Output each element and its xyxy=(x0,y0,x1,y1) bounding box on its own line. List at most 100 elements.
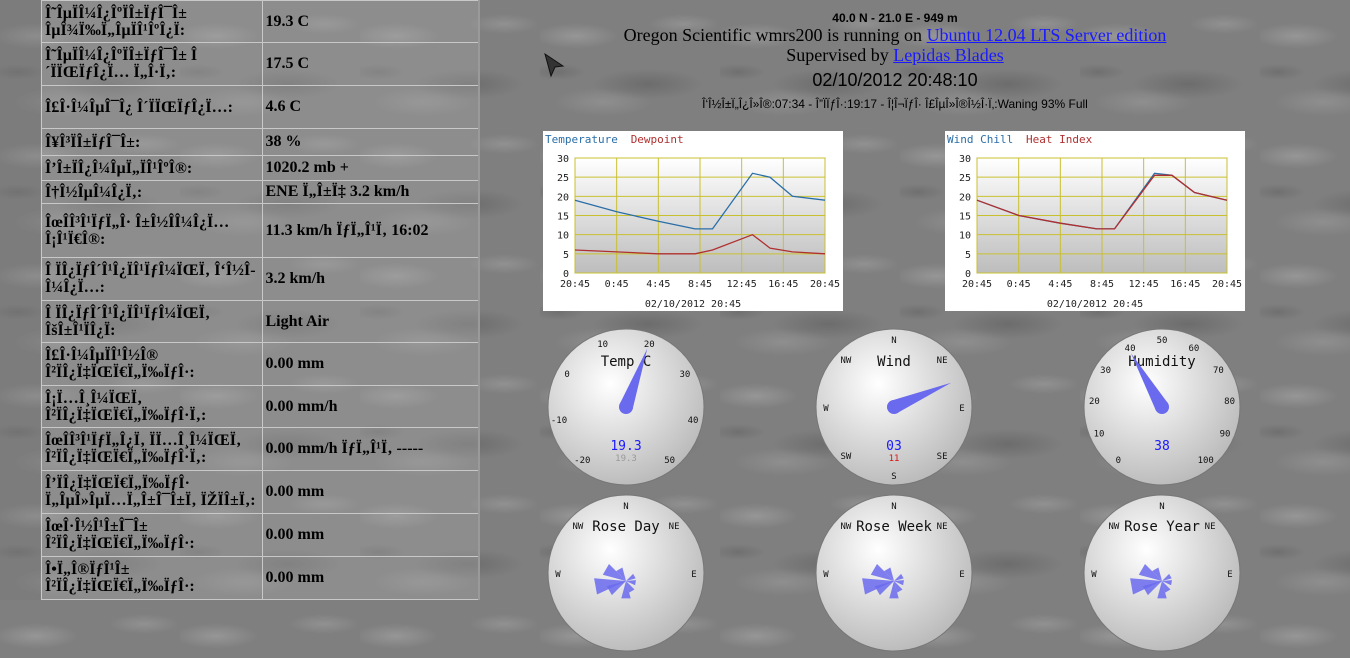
dial-tick-label: W xyxy=(555,570,561,580)
panel-edge xyxy=(478,0,480,600)
dial-tick-label: SE xyxy=(937,452,948,462)
rose-year-gauge: N NE E W NW Rose Year xyxy=(1082,493,1242,653)
x-tick-label: 0:45 xyxy=(1007,279,1031,290)
dial-needle xyxy=(891,382,952,414)
x-tick-label: 12:45 xyxy=(1129,279,1159,290)
dial-tick-label: NW xyxy=(840,522,851,532)
current-datetime: 02/10/2012 20:48:10 xyxy=(812,70,978,90)
humidity-gauge: 0 10 20 30 40 50 60 70 80 90 100 Humidity 38 xyxy=(1082,327,1242,487)
series-line xyxy=(976,174,1228,230)
dial-subvalue: 11 xyxy=(889,454,900,464)
line-chart: Wind Chill Heat Index 0 5 10 15 20 25 30 20:45 0:4… xyxy=(947,133,1242,310)
x-tick-label: 4:45 xyxy=(646,279,670,290)
sensor-panel: Î˜ÎµÏÎ¼Î¿ÎºÏÎ±ÏƒÎ¯Î± ÎµÎ¾Ï‰Ï„ÎµÏÎ¹ÎºÎ¿Ï:… xyxy=(0,0,480,600)
dial-tick-label: SW xyxy=(840,452,851,462)
os-link[interactable]: Ubuntu 12.04 LTS Server edition xyxy=(926,25,1167,45)
sensor-label: Î’Î±ÏÎ¿Î¼ÎµÏ„ÏÎ¹ÎºÎ®: xyxy=(41,155,263,181)
supervised-line: Supervised by Lepidas Blades xyxy=(480,44,1310,66)
dial-tick-label: 50 xyxy=(1157,336,1168,346)
dial-value: 19.3 xyxy=(610,439,641,454)
sensor-row: ÎœÎ­Î³Î¹ÏƒÏ„Î· Î±Î½Î­Î¼Î¿Ï… Î¡Î¹Ï€Î®: 11.… xyxy=(41,203,480,258)
dial-value: 03 xyxy=(886,439,902,454)
rose-petal xyxy=(870,564,894,581)
sensor-value: 1020.2 mb + xyxy=(261,155,480,181)
rose-petal xyxy=(874,581,894,596)
supervisor-link[interactable]: Lepidas Blades xyxy=(893,45,1004,65)
y-tick-label: 5 xyxy=(965,250,971,261)
sensor-value: 0.00 mm/h ÏƒÏ„Î¹Ï‚ ----- xyxy=(261,427,480,471)
x-tick-label: 16:45 xyxy=(1170,279,1200,290)
sensor-label: ÎœÎ·Î½Î¹Î±Î¯Î± Î²ÏÎ¿Ï‡ÏŒÏ€Ï„Ï‰ÏƒÎ·: xyxy=(41,513,263,557)
rose-petal xyxy=(1138,564,1162,581)
sensor-value: ENE Ï„Î±Ï‡ 3.2 km/h xyxy=(261,180,480,204)
dial-tick-label: 20 xyxy=(1089,397,1100,407)
dial-tick-label: 20 xyxy=(644,340,655,350)
dial-tick-label: 100 xyxy=(1198,456,1214,466)
sensor-row: Î ÏÎ¿ÏƒÎ´Î¹Î¿ÏÎ¹ÏƒÎ¼ÏŒÏ‚ Î‘Î½Î­Î¼Î¿Ï…: 3.… xyxy=(41,257,480,301)
rose-petal xyxy=(602,564,626,581)
sensor-value: 38 % xyxy=(261,128,480,156)
dial-subvalue: 19.3 xyxy=(615,454,637,464)
dial-tick-label: W xyxy=(823,404,829,414)
dial-tick-label: N xyxy=(623,502,628,512)
sensor-row: Î’Î±ÏÎ¿Î¼ÎµÏ„ÏÎ¹ÎºÎ®: 1020.2 mb + xyxy=(41,155,480,181)
dial-tick-label: S xyxy=(891,472,896,482)
sensor-label: Î†Î½ÎµÎ¼Î¿Ï‚: xyxy=(41,180,263,204)
temperature-gauge: -20 -10 0 10 20 30 40 50 Temp C 19.3 19.3 xyxy=(546,327,706,487)
series-line xyxy=(574,172,826,230)
y-tick-label: 20 xyxy=(557,192,569,203)
rose-petal xyxy=(1152,567,1162,581)
x-tick-label: 0:45 xyxy=(605,279,629,290)
dial-tick-label: -10 xyxy=(551,416,567,426)
sensor-value: 3.2 km/h xyxy=(261,257,480,301)
sensor-row: ÎœÎ·Î½Î¹Î±Î¯Î± Î²ÏÎ¿Ï‡ÏŒÏ€Ï„Ï‰ÏƒÎ·: 0.00 … xyxy=(41,513,480,557)
sensor-value: 17.5 C xyxy=(261,42,480,86)
dial-tick-label: 80 xyxy=(1224,397,1235,407)
dial-tick-label: E xyxy=(691,570,696,580)
dial-tick-label: NW xyxy=(572,522,583,532)
rose-petal xyxy=(894,581,903,593)
dial-title: Rose Year xyxy=(1124,519,1200,535)
sensor-row: Î˜ÎµÏÎ¼Î¿ÎºÏÎ±ÏƒÎ¯Î± Î´ÏÏŒÏƒÎ¿Ï… Ï„Î·Ï‚:… xyxy=(41,42,480,86)
dial-tick-label: NE xyxy=(937,522,948,532)
rose-petal xyxy=(894,580,904,586)
sensor-value: Light Air xyxy=(261,300,480,343)
x-tick-label: 20:45 xyxy=(560,279,590,290)
sensor-row: Î£Î·Î¼ÎµÎ¯Î¿ Î´ÏÏŒÏƒÎ¿Ï…: 4.6 C xyxy=(41,85,480,129)
windchill-heatindex-graph: Wind Chill Heat Index 0 5 10 15 20 25 30 20:45 0:4… xyxy=(945,131,1245,311)
dial-tick-label: E xyxy=(1227,570,1232,580)
sensor-table: Î˜ÎµÏÎ¼Î¿ÎºÏÎ±ÏƒÎ¯Î± ÎµÎ¾Ï‰Ï„ÎµÏÎ¹ÎºÎ¿Ï:… xyxy=(41,0,480,600)
temperature-dewpoint-graph: Temperature Dewpoint 0 5 10 15 20 25 30 20:45 0:45… xyxy=(543,131,843,311)
y-tick-label: 0 xyxy=(965,269,971,280)
sensor-label: Î’ÏÎ¿Ï‡ÏŒÏ€Ï„Ï‰ÏƒÎ· Ï„ÎµÎ»ÎµÏ…Ï„Î±Î¯Î±Ï‚… xyxy=(41,470,263,514)
graph-timestamp: 02/10/2012 20:45 xyxy=(645,299,741,310)
dial-tick-label: 10 xyxy=(1094,430,1105,440)
sensor-row: Î•Ï„Î®ÏƒÎ¹Î± Î²ÏÎ¿Ï‡ÏŒÏ€Ï„Ï‰ÏƒÎ·: 0.00 mm xyxy=(41,556,480,600)
y-tick-label: 10 xyxy=(557,231,569,242)
x-tick-label: 20:45 xyxy=(810,279,840,290)
x-tick-label: 12:45 xyxy=(727,279,757,290)
rose-petal xyxy=(894,573,904,581)
dial-tick-label: E xyxy=(959,404,964,414)
legend-entry: Dewpoint xyxy=(631,133,684,146)
sensor-value: 0.00 mm/h xyxy=(261,385,480,428)
rose-petal xyxy=(1157,581,1167,599)
running-line: Oregon Scientific wmrs200 is running on … xyxy=(480,24,1310,46)
sensor-row: Î˜ÎµÏÎ¼Î¿ÎºÏÎ±ÏƒÎ¯Î± ÎµÎ¾Ï‰Ï„ÎµÏÎ¹ÎºÎ¿Ï:… xyxy=(41,0,480,43)
sensor-label: ÎœÎ­Î³Î¹ÏƒÏ„Î¿Ï‚ ÏÏ…Î¸Î¼ÏŒÏ‚ Î²ÏÎ¿Ï‡ÏŒÏ€… xyxy=(41,427,263,471)
series-line xyxy=(574,233,826,255)
sensor-value: 11.3 km/h ÏƒÏ„Î¹Ï‚ 16:02 xyxy=(261,203,480,258)
dial-tick-label: 10 xyxy=(597,340,608,350)
dial-tick-label: N xyxy=(1159,502,1164,512)
rose-petal xyxy=(616,567,626,581)
rose-petal xyxy=(626,580,636,586)
y-tick-label: 15 xyxy=(557,212,569,223)
rose-petal xyxy=(1162,581,1171,593)
line-chart: Temperature Dewpoint 0 5 10 15 20 25 30 20:45 0:45… xyxy=(545,133,840,310)
dial: N NE E W NW Rose Week xyxy=(815,494,973,652)
dial: N NE E W NW Rose Day xyxy=(547,494,705,652)
sensor-value: 0.00 mm xyxy=(261,342,480,386)
y-tick-label: 15 xyxy=(959,212,971,223)
y-tick-label: 25 xyxy=(959,173,971,184)
dial: N NE E W NW Rose Year xyxy=(1083,494,1241,652)
